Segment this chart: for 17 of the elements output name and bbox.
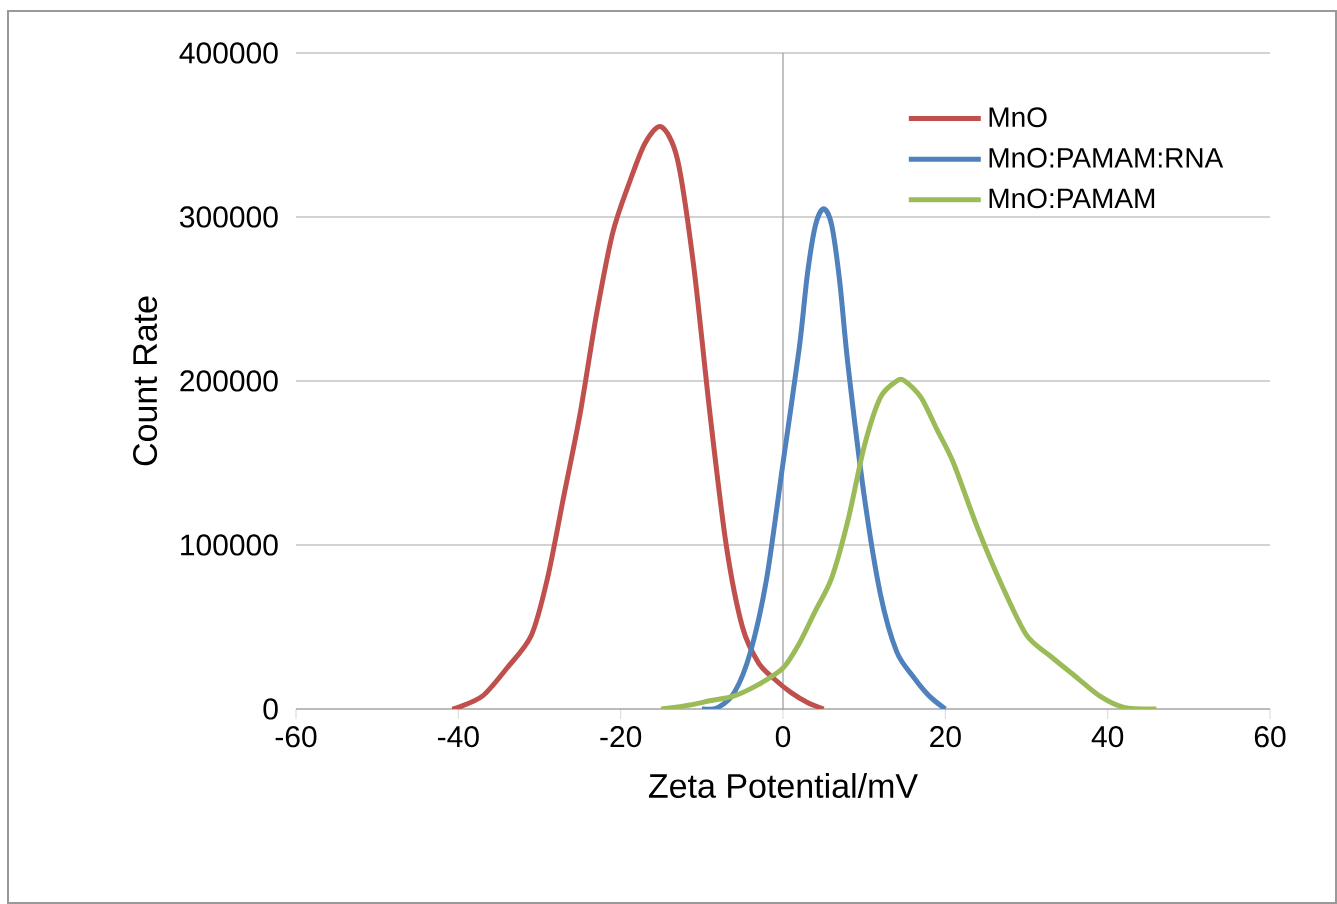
y-tick-label: 300000 [179, 206, 278, 228]
y-axis-title: Count Rate [133, 296, 158, 466]
legend-label: MnO:PAMAM:RNA [989, 147, 1224, 168]
legend-label: MnO [989, 107, 1047, 128]
x-tick-label: 20 [930, 726, 961, 748]
legend-label: MnO:PAMAM [989, 188, 1155, 209]
x-tick-label: 60 [1254, 726, 1286, 748]
x-tick-label: -40 [437, 726, 479, 748]
x-tick-label: -60 [275, 726, 317, 748]
y-tick-label: 400000 [179, 42, 278, 64]
y-tick-label: 0 [263, 698, 278, 720]
x-tick-label: 40 [1091, 726, 1124, 748]
x-tick-label: -20 [600, 726, 642, 748]
y-tick-label: 200000 [180, 370, 278, 392]
x-axis-title: Zeta Potential/mV [648, 773, 918, 799]
y-tick-label: 100000 [181, 534, 278, 556]
x-tick-label: 0 [775, 726, 791, 748]
